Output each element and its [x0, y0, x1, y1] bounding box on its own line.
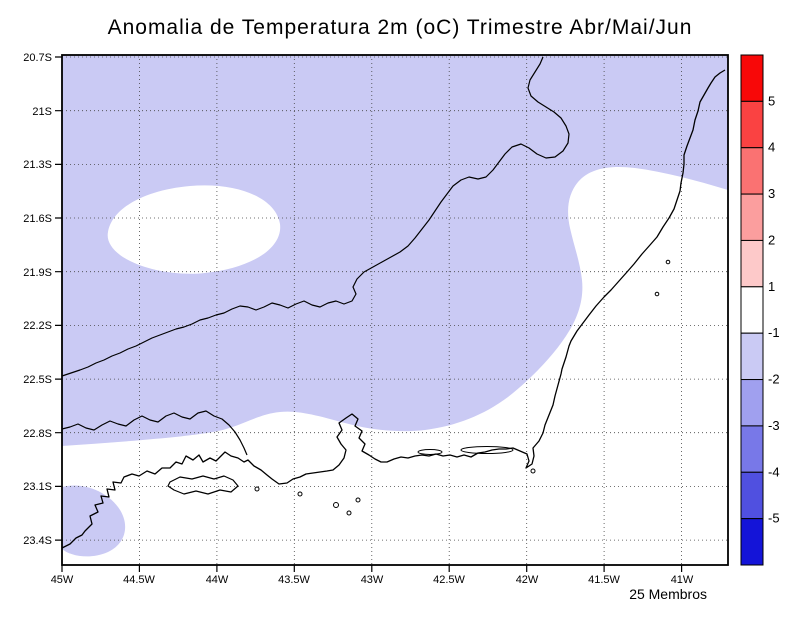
coastal-lagoons: [417, 446, 514, 455]
island-dot: [346, 510, 352, 516]
x-tick-label: 41W: [671, 574, 694, 586]
y-tick-label: 22.2S: [23, 320, 52, 332]
colorbar-segment: [740, 471, 764, 520]
x-tick-label: 44.5W: [123, 574, 155, 586]
lagoon-outline: [460, 446, 514, 454]
x-tick-label: 42.5W: [433, 574, 465, 586]
y-tick-label: 22.8S: [23, 428, 52, 440]
state-boundary-southwest: [61, 410, 248, 456]
lagoon-outline: [417, 449, 443, 455]
y-tick-label: 22.5S: [23, 374, 52, 386]
colorbar-segment: [740, 147, 764, 195]
colorbar-segment: [740, 239, 764, 288]
gridlines: [62, 55, 728, 565]
colorbar-segment: [740, 286, 764, 334]
y-tick-label: 21.3S: [23, 159, 52, 171]
colorbar-label: 3: [768, 186, 775, 201]
x-tick-label: 42W: [516, 574, 539, 586]
colorbar-label: -5: [768, 511, 780, 526]
axis-ticks: [55, 56, 683, 572]
shaded-anomaly-region-southwest: [62, 485, 126, 557]
island-dot: [654, 291, 660, 297]
x-tick-label: 43W: [361, 574, 384, 586]
x-tick-label: 44W: [206, 574, 229, 586]
footnote-members: 25 Membros: [629, 586, 707, 602]
ilha-grande-island: [167, 475, 239, 495]
colorbar-segment: [740, 193, 764, 241]
colorbar-label: 4: [768, 140, 775, 155]
colorbar-segment: [740, 100, 764, 149]
state-boundary-north: [61, 56, 570, 377]
y-tick-label: 23.1S: [23, 481, 52, 493]
colorbar: [740, 54, 764, 566]
island-dots: [254, 259, 671, 516]
island-dot: [665, 259, 671, 265]
y-tick-label: 21.9S: [23, 267, 52, 279]
colorbar-label: -2: [768, 372, 780, 387]
x-tick-label: 43.5W: [278, 574, 310, 586]
island-dot: [254, 486, 260, 492]
colorbar-label: 5: [768, 93, 775, 108]
colorbar-label: -3: [768, 418, 780, 433]
colorbar-label: -1: [768, 325, 780, 340]
colorbar-segment: [740, 518, 764, 566]
y-tick-label: 23.4S: [23, 535, 52, 547]
island-dot: [530, 468, 536, 474]
x-tick-label: 41.5W: [588, 574, 620, 586]
y-tick-label: 21S: [32, 106, 52, 118]
colorbar-segment: [740, 332, 764, 381]
colorbar-segment: [740, 379, 764, 427]
island-dot: [333, 502, 339, 508]
x-tick-label: 45W: [51, 574, 74, 586]
y-tick-label: 21.6S: [23, 213, 52, 225]
coastline: [61, 69, 726, 549]
island-dot: [297, 491, 303, 497]
colorbar-segment: [740, 425, 764, 473]
colorbar-label: -4: [768, 464, 780, 479]
colorbar-label: 1: [768, 279, 775, 294]
colorbar-segment: [740, 54, 764, 102]
colorbar-label: 2: [768, 233, 775, 248]
island-dot: [355, 497, 361, 503]
map-frame: [61, 54, 729, 566]
chart-title: Anomalia de Temperatura 2m (oC) Trimestr…: [107, 16, 693, 39]
y-tick-label: 20.7S: [23, 52, 52, 64]
